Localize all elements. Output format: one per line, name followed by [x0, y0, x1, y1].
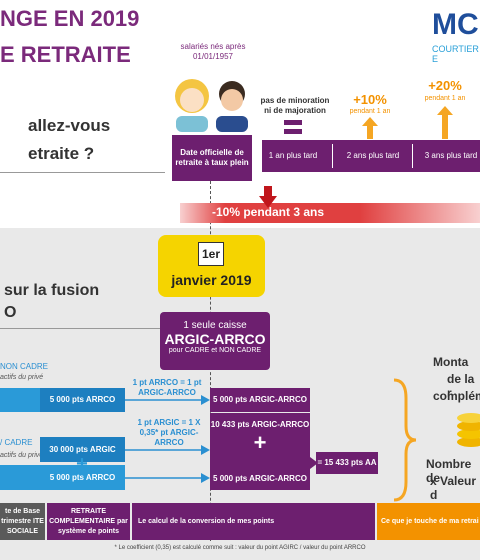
malus: -10% pendant 3 ans: [212, 205, 325, 219]
sep: [412, 144, 413, 168]
caisse-name: ARGIC-ARRCO: [164, 331, 266, 347]
rule: 1 pt ARRCO = 1 pt ARGIC-ARRCO: [132, 378, 202, 397]
footer-cell: Ce que je touche de ma retrai: [377, 503, 480, 540]
equal: [284, 129, 302, 134]
caisse-sub: pour CADRE et NON CADRE: [168, 347, 262, 354]
plus: +: [76, 452, 88, 475]
plus: +: [253, 430, 267, 455]
sep: [332, 144, 333, 168]
logo-sub: COURTIER E: [432, 44, 479, 64]
title-line: E RETRAITE: [0, 42, 131, 67]
row-label: NON CADRE: [0, 362, 49, 371]
question: allez-vous: [28, 116, 111, 135]
result-box: [210, 413, 310, 490]
footer-cell: RETRAITE COMPLEMENTAIRE par système de p…: [47, 503, 130, 540]
result: 5 000 pts ARGIC-ARRCO: [213, 474, 307, 483]
malus-bar: [180, 203, 480, 223]
caisse-line: 1 seule caisse: [183, 320, 247, 331]
points: 5 000 pts ARRCO: [40, 388, 125, 412]
caisse: 1 seule caisse ARGIC-ARRCO pour CADRE et…: [160, 312, 270, 370]
result: 10 433 pts ARGIC-ARRCO: [210, 420, 310, 429]
bonus: +10%: [353, 92, 387, 107]
rule: 1 pt ARGIC = 1 X 0,35* pt ARGIC-ARRCO: [137, 418, 201, 447]
right-text: complém: [433, 389, 480, 403]
neutral: pas de minoration ni de majoration: [260, 96, 330, 115]
arrow: [310, 457, 318, 469]
footer-cell: te de Base trimestre ITE SOCIALE: [0, 503, 45, 540]
step: 3 ans plus tard: [424, 151, 478, 160]
points: 30 000 pts ARGIC: [40, 437, 125, 462]
right-text: x Valeur d: [430, 474, 477, 502]
right-text: Nombre de: [426, 457, 472, 485]
bonus-note: pendant 1 an: [349, 108, 391, 115]
bonus: +20%: [428, 78, 462, 93]
born-label: salariés nés après 01/01/1957: [180, 42, 246, 61]
brace: [393, 378, 417, 502]
title-line: NGE EN 2019: [0, 6, 140, 31]
row-sub: actifs du privé: [0, 374, 44, 381]
avatars: [175, 79, 248, 132]
question: etraite ?: [28, 144, 95, 163]
arrow-up: [362, 117, 378, 139]
total: = 15 433 pts AA: [316, 452, 378, 474]
fusion-heading: O: [4, 304, 17, 321]
bar: [0, 465, 40, 490]
footnote: * Le coefficient (0,35) est calculé comm…: [114, 545, 366, 551]
fusion-heading: sur la fusion: [4, 282, 100, 299]
step: 1 an plus tard: [268, 151, 318, 160]
arrow-up: [437, 106, 453, 139]
footer-cell: Le calcul de la conversion de mes points: [132, 503, 375, 540]
row-sub: actifs du privé: [0, 452, 44, 459]
calendar-date: janvier 2019: [171, 272, 252, 288]
divider: [0, 328, 160, 329]
logo: MC: [432, 8, 479, 41]
bar: [0, 388, 40, 412]
right-text: de la r: [447, 372, 475, 400]
calendar-day: 1er: [198, 242, 224, 266]
result: 5 000 pts ARGIC-ARRCO: [210, 388, 310, 412]
steps-bar: [262, 140, 480, 172]
bonus-note: pendant 1 an: [424, 95, 466, 102]
arrow-down: [259, 186, 277, 208]
arrows: [125, 445, 210, 483]
equal: [284, 120, 302, 125]
points: 5 000 pts ARRCO: [40, 465, 125, 490]
step: 2 ans plus tard: [346, 151, 400, 160]
right-text: Monta: [433, 355, 469, 369]
row-label: / CADRE: [0, 438, 33, 447]
coins: [457, 413, 480, 447]
divider: [0, 172, 165, 173]
official-date: Date officielle de retraite à taux plein: [172, 135, 252, 181]
arrow: [125, 395, 210, 405]
